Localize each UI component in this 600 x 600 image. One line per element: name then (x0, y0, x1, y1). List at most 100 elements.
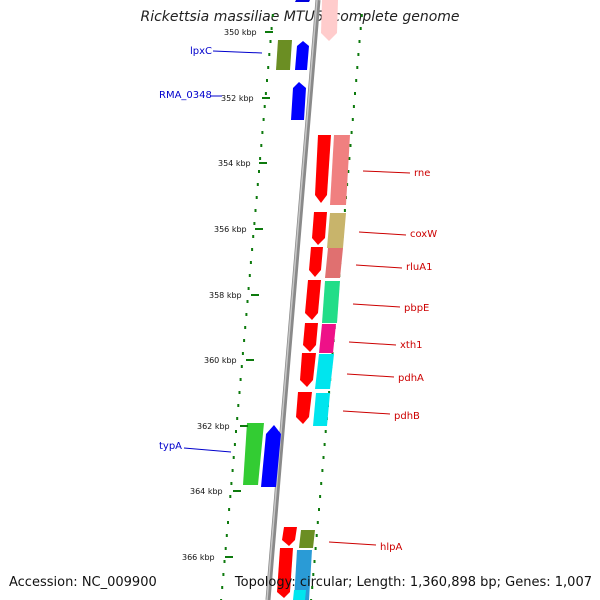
gene-arrow[interactable] (315, 354, 334, 389)
gene-arrow[interactable] (312, 212, 327, 245)
tick-label: 358 kbp (209, 291, 242, 300)
label-leader-line (355, 264, 403, 269)
gene-arrow[interactable] (319, 324, 336, 353)
track-dot (240, 365, 243, 368)
track-dot (360, 14, 363, 17)
gene-arrow[interactable] (300, 353, 316, 387)
gene-label-rma-0348[interactable]: RMA_0348 (159, 90, 212, 101)
gene-label-hlpa[interactable]: hlpA (380, 542, 402, 553)
track-dot (239, 378, 242, 381)
track-dot (359, 27, 362, 30)
track-dot (314, 547, 317, 550)
gene-arrow[interactable] (295, 0, 310, 2)
track-dot (268, 53, 271, 56)
tick-label: 350 kbp (224, 28, 257, 37)
track-dot (255, 196, 258, 199)
gene-arrow[interactable] (294, 550, 312, 600)
gene-arrow[interactable] (261, 425, 281, 487)
reverse-gene-labels: rne coxW rluA1 pbpE xth1 pdhA pdhB hlpA (328, 168, 437, 553)
genome-backbone (265, 0, 321, 600)
track-dot (248, 274, 251, 277)
label-leader-line (346, 373, 395, 378)
reverse-strand-genes (277, 0, 350, 600)
label-leader-line (358, 231, 407, 236)
track-dot (349, 144, 352, 147)
track-dot (233, 443, 236, 446)
track-dot (270, 27, 273, 30)
track-dot (350, 131, 353, 134)
track-dot (322, 456, 325, 459)
track-dot (315, 534, 318, 537)
track-dot (232, 456, 235, 459)
track-dot (224, 547, 227, 550)
gene-arrow[interactable] (313, 393, 330, 426)
gene-label-pdha[interactable]: pdhA (398, 373, 424, 384)
track-dot (222, 573, 225, 576)
gene-label-typa[interactable]: typA (159, 441, 182, 452)
gene-arrow[interactable] (277, 548, 293, 598)
label-leader-line (212, 50, 263, 54)
track-dot (227, 521, 229, 524)
track-dot (247, 287, 250, 290)
gene-arrow[interactable] (296, 392, 312, 424)
track-dot (221, 586, 224, 589)
track-dot (323, 443, 326, 446)
gene-arrow[interactable] (321, 0, 338, 41)
track-dot (244, 326, 247, 329)
track-dot (258, 170, 260, 173)
gene-arrow[interactable] (276, 40, 292, 70)
gene-arrow[interactable] (325, 248, 343, 278)
accession-text: Accession: NC_009900 (9, 575, 157, 590)
label-leader-line (348, 341, 397, 346)
gene-label-rlua1[interactable]: rluA1 (406, 262, 432, 273)
track-dot (316, 521, 319, 524)
forward-strand-genes (243, 0, 310, 487)
track-dot (235, 430, 237, 433)
track-dot (264, 92, 267, 95)
gene-arrow[interactable] (291, 82, 306, 120)
track-dot (267, 66, 270, 69)
label-leader-line (362, 170, 411, 174)
track-dot (269, 40, 272, 43)
gene-label-xth1[interactable]: xth1 (400, 340, 423, 351)
track-dot (259, 157, 262, 160)
tick-label: 362 kbp (197, 422, 230, 431)
track-dot (223, 560, 226, 563)
track-dot (357, 53, 360, 56)
gene-arrow[interactable] (299, 530, 315, 548)
genome-backbone-highlight (266, 0, 318, 600)
track-dot (352, 105, 355, 108)
track-dot (358, 40, 361, 43)
track-dot (263, 105, 266, 108)
track-dot (256, 183, 259, 186)
track-dot (251, 248, 254, 251)
gene-arrow[interactable] (322, 281, 340, 323)
gene-arrow[interactable] (303, 323, 318, 352)
track-dot (260, 144, 263, 147)
label-leader-line (183, 447, 232, 453)
gene-label-pdhb[interactable]: pdhB (394, 411, 420, 422)
track-dot (328, 391, 331, 394)
gene-label-rne[interactable]: rne (414, 168, 430, 179)
track-dot (237, 404, 240, 407)
track-dot (243, 339, 246, 342)
track-dot (351, 118, 354, 121)
track-dot (229, 495, 232, 498)
gene-arrow[interactable] (315, 135, 331, 203)
gene-arrow[interactable] (309, 247, 323, 277)
gene-arrow[interactable] (295, 41, 309, 70)
gene-arrow[interactable] (330, 135, 350, 205)
gene-label-lpxc[interactable]: lpxC (190, 46, 212, 57)
gene-arrow[interactable] (305, 280, 321, 320)
gene-arrow[interactable] (282, 527, 297, 546)
gene-arrow[interactable] (293, 590, 306, 600)
track-dot (311, 586, 314, 589)
gene-label-coxw[interactable]: coxW (410, 229, 437, 240)
track-dot (261, 131, 264, 134)
gene-arrow[interactable] (327, 213, 346, 248)
gene-label-pbpe[interactable]: pbpE (404, 303, 429, 314)
track-dot (228, 508, 231, 511)
gene-arrow[interactable] (243, 423, 264, 485)
track-dot (246, 300, 249, 303)
track-dot (348, 157, 351, 160)
